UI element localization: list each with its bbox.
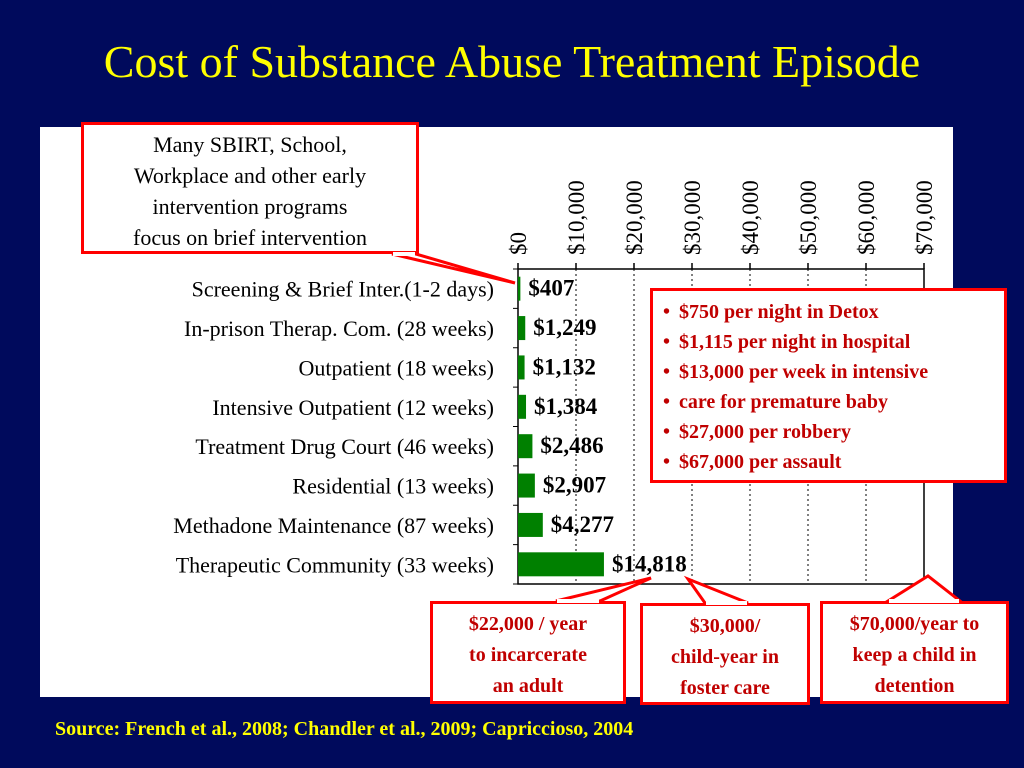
bar [518,276,521,301]
callout-line: intervention programs [152,194,348,219]
category-label: Treatment Drug Court (46 weeks) [195,434,494,459]
value-label: $1,132 [533,354,596,379]
tick-label: $20,000 [622,180,647,255]
cost-list: $750 per night in Detox $1,115 per night… [661,297,996,477]
category-label: Residential (13 weeks) [292,474,494,499]
cost-item: $1,115 per night in hospital [661,327,996,357]
bar [518,316,526,341]
bar [518,552,604,577]
category-label: Outpatient (18 weeks) [299,355,495,380]
callout-line: Many SBIRT, School, [153,132,347,157]
cost-comparison-callout: $750 per night in Detox $1,115 per night… [650,288,1007,483]
bar [518,473,535,498]
cost-item: $13,000 per week in intensive [661,357,996,387]
tick-label: $70,000 [912,180,937,255]
value-label: $4,277 [551,512,614,537]
callout-line: child-year in [671,646,779,668]
value-label: $407 [528,276,574,301]
callout-line: keep a child in [852,644,977,666]
tick-label: $40,000 [738,180,763,255]
callout-line: to incarcerate [469,644,587,666]
callout-line: $22,000 / year [468,613,588,635]
cost-item: $67,000 per assault [661,447,996,477]
incarceration-callout: $22,000 / year to incarcerate an adult [430,601,626,704]
source-note: Source: French et al., 2008; Chandler et… [55,718,634,740]
tick-label: $30,000 [680,180,705,255]
bar [518,394,527,419]
tick-label: $10,000 [564,180,589,255]
callout-line: Workplace and other early [133,163,367,188]
tick-label: $0 [506,232,531,255]
value-label: $2,486 [540,433,603,458]
tick-label: $50,000 [796,180,821,255]
category-label: Methadone Maintenance (87 weeks) [173,513,494,538]
tick-label: $60,000 [854,180,879,255]
category-label: In-prison Therap. Com. (28 weeks) [184,316,494,341]
callout-line: detention [874,675,955,697]
page-title: Cost of Substance Abuse Treatment Episod… [103,36,921,87]
callout-line: $30,000/ [689,615,761,637]
category-label: Intensive Outpatient (12 weeks) [212,395,494,420]
callout-line: focus on brief intervention [133,225,367,250]
bar [518,434,533,459]
cost-item-continued: care for premature baby [661,387,996,417]
category-label: Therapeutic Community (33 weeks) [176,552,494,577]
bar [518,512,543,537]
value-label: $14,818 [612,551,687,576]
bar-chart: $0 $10,000 $20,000 $30,000 $40,000 $50,000 $60… [173,180,937,585]
brief-intervention-callout: Many SBIRT, School, Workplace and other … [81,122,419,254]
cost-item: $27,000 per robbery [661,417,996,447]
callout-line: foster care [680,677,770,699]
cost-item: $750 per night in Detox [661,297,996,327]
callout-line: an adult [492,675,564,697]
detention-callout: $70,000/year to keep a child in detentio… [820,601,1009,704]
value-label: $1,384 [534,394,598,419]
callout-line: $70,000/year to [849,613,980,635]
cost-item-text: care for premature baby [679,391,889,413]
foster-care-callout: $30,000/ child-year in foster care [640,603,810,705]
value-label: $1,249 [533,315,596,340]
bar [518,355,525,380]
value-label: $2,907 [543,473,606,498]
category-label: Screening & Brief Inter.(1-2 days) [192,277,494,302]
